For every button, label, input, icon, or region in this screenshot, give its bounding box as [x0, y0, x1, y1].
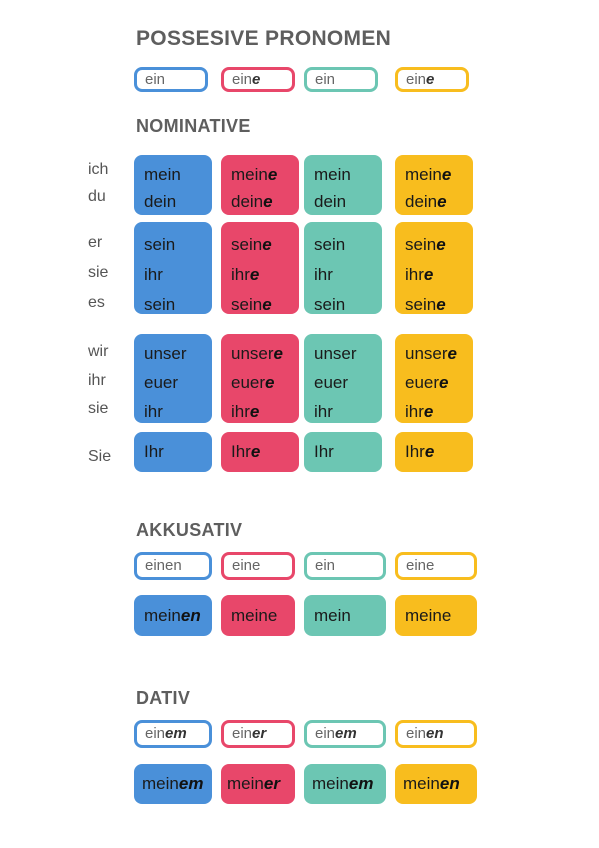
form-line: sein — [314, 235, 346, 254]
form-line: meine — [231, 165, 278, 184]
form-cell-masc: mein dein — [134, 155, 212, 215]
form-cell-neut: Ihr — [304, 432, 382, 472]
article-box-fem: einer — [221, 720, 295, 748]
form-line: seine — [231, 235, 272, 254]
form-line: ihre — [231, 402, 260, 421]
form-line: sein — [314, 295, 346, 314]
article-box-neut: einem — [304, 720, 386, 748]
form-line: meine — [405, 165, 452, 184]
form-line: dein — [314, 192, 347, 211]
article-box-plural: einen — [395, 720, 477, 748]
form-line: Ihre — [405, 442, 435, 461]
form-cell-masc: Ihr — [134, 432, 212, 472]
form-cell-plural: seine ihre seine — [395, 222, 473, 314]
form-line: Ihr — [144, 442, 164, 461]
article-box-plural: eine — [395, 552, 477, 580]
form-line: Ihre — [231, 442, 261, 461]
form-line: euer — [144, 373, 179, 392]
pronoun-ihr: ihr — [88, 372, 106, 389]
form-cell-masc: sein ihr sein — [134, 222, 212, 314]
article-box-neut: ein — [304, 67, 378, 92]
form-line: deine — [405, 192, 447, 211]
form-line: unsere — [405, 344, 457, 363]
form-line: seine — [405, 235, 446, 254]
form-cell-neut: mein dein — [304, 155, 382, 215]
pronoun-sie: sie — [88, 264, 109, 281]
pronoun-Sie-formal: Sie — [88, 448, 112, 465]
form-line: euere — [405, 373, 449, 392]
form-line: unser — [314, 344, 357, 363]
form-line: seine — [405, 295, 446, 314]
form-line: ihr — [314, 265, 333, 284]
article-box-masc: einen — [134, 552, 212, 580]
form-cell-masc: unser euer ihr — [134, 334, 212, 423]
page-title: POSSESIVE PRONOMEN — [136, 27, 392, 50]
article-box-fem: eine — [221, 67, 295, 92]
pronoun-er: er — [88, 234, 103, 251]
form-line: mein — [314, 165, 351, 184]
form-line: ihre — [231, 265, 260, 284]
article-box-masc: ein — [134, 67, 208, 92]
form-cell-fem: unsere euere ihre — [221, 334, 299, 423]
article-box-fem: eine — [221, 552, 295, 580]
form-cell-plural: Ihre — [395, 432, 473, 472]
form-line: unsere — [231, 344, 283, 363]
form-line: euere — [231, 373, 275, 392]
nominative-heading: NOMINATIVE — [136, 116, 251, 136]
form-line: Ihr — [314, 442, 334, 461]
form-cell-fem: meine deine — [221, 155, 299, 215]
pronoun-sie-plural: sie — [88, 400, 109, 417]
form-line: sein — [144, 235, 176, 254]
form-cell-neut: meinem — [304, 764, 386, 804]
form-cell-neut: unser euer ihr — [304, 334, 382, 423]
form-cell-fem: meine — [221, 595, 295, 636]
form-line: sein — [144, 295, 176, 314]
form-line: ihr — [144, 265, 163, 284]
form-line: dein — [144, 192, 177, 211]
pronoun-du: du — [88, 188, 106, 205]
article-box-plural: eine — [395, 67, 469, 92]
form-line: unser — [144, 344, 187, 363]
form-line: ihre — [405, 265, 434, 284]
form-line: seine — [231, 295, 272, 314]
form-line: deine — [231, 192, 273, 211]
form-cell-fem: Ihre — [221, 432, 299, 472]
form-cell-neut: mein — [304, 595, 386, 636]
form-cell-fem: meiner — [221, 764, 295, 804]
form-cell-plural: unsere euere ihre — [395, 334, 473, 423]
form-line: ihr — [314, 402, 333, 421]
dativ-heading: DATIV — [136, 688, 191, 708]
form-cell-fem: seine ihre seine — [221, 222, 299, 314]
article-box-neut: ein — [304, 552, 386, 580]
form-cell-plural: meinen — [395, 764, 477, 804]
form-cell-masc: meinen — [134, 595, 212, 636]
pronoun-ich: ich — [88, 161, 109, 178]
form-line: euer — [314, 373, 349, 392]
form-cell-masc: meinem — [134, 764, 212, 804]
pronoun-es: es — [88, 294, 105, 311]
form-line: ihre — [405, 402, 434, 421]
form-cell-plural: meine — [395, 595, 477, 636]
article-box-masc: einem — [134, 720, 212, 748]
akkusativ-heading: AKKUSATIV — [136, 520, 243, 540]
form-line: ihr — [144, 402, 163, 421]
form-line: mein — [144, 165, 181, 184]
pronoun-wir: wir — [88, 343, 109, 360]
form-cell-plural: meine deine — [395, 155, 473, 215]
form-cell-neut: sein ihr sein — [304, 222, 382, 314]
